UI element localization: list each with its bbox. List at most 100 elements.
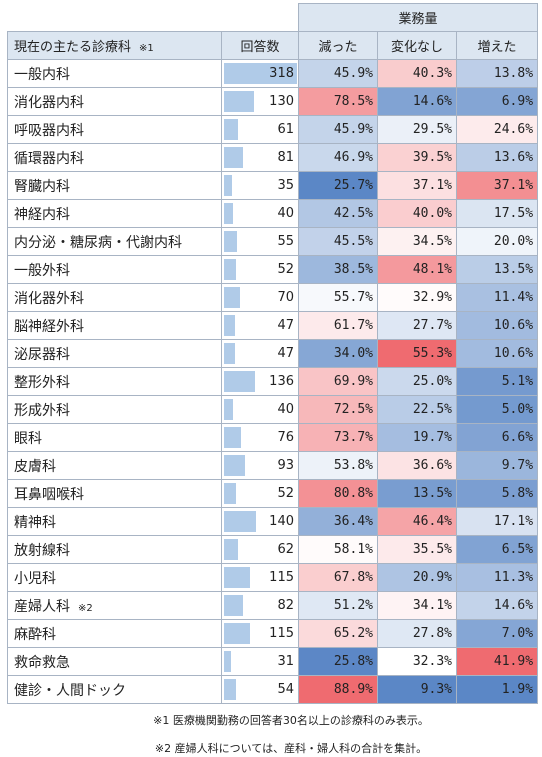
responses-cell: 52 <box>221 479 299 508</box>
dept-cell: 循環器内科 <box>7 143 222 172</box>
decreased-cell: 72.5% <box>298 395 378 424</box>
responses-bar <box>224 651 232 672</box>
dept-name: 一般外科 <box>14 262 70 279</box>
responses-value: 70 <box>277 290 294 305</box>
responses-bar <box>224 595 243 616</box>
responses-bar <box>224 231 237 252</box>
table-body: 一般内科 318 45.9% 40.3% 13.8% 消化器内科 130 78.5% 14.6%… <box>7 59 539 704</box>
responses-bar <box>224 119 238 140</box>
responses-value: 31 <box>277 654 294 669</box>
responses-value: 40 <box>277 206 294 221</box>
header-row: 現在の主たる診療科 ※1 回答数 減った 変化なし 増えた <box>7 31 539 60</box>
responses-bar <box>224 623 251 644</box>
dept-cell: 内分泌・糖尿病・代謝内科 <box>7 227 222 256</box>
table-row: 内分泌・糖尿病・代謝内科 55 45.5% 34.5% 20.0% <box>7 227 539 256</box>
responses-bar <box>224 427 242 448</box>
responses-value: 136 <box>269 374 294 389</box>
dept-header-note: ※1 <box>139 43 154 54</box>
table-row: 消化器内科 130 78.5% 14.6% 6.9% <box>7 87 539 116</box>
responses-header: 回答数 <box>221 31 299 60</box>
dept-name: 眼科 <box>14 430 42 447</box>
dept-name: 放射線科 <box>14 542 70 559</box>
increased-cell: 13.8% <box>455 59 539 88</box>
table-row: 呼吸器内科 61 45.9% 29.5% 24.6% <box>7 115 539 144</box>
dept-cell: 麻酔科 <box>7 619 222 648</box>
no-change-cell: 27.7% <box>377 311 457 340</box>
increased-cell: 37.1% <box>455 171 539 200</box>
table-row: 形成外科 40 72.5% 22.5% 5.0% <box>7 395 539 424</box>
no-change-cell: 34.5% <box>377 227 457 256</box>
dept-header: 現在の主たる診療科 ※1 <box>7 31 222 60</box>
responses-cell: 52 <box>221 255 299 284</box>
responses-cell: 70 <box>221 283 299 312</box>
dept-name: 消化器内科 <box>14 94 84 111</box>
dept-cell: 一般内科 <box>7 59 222 88</box>
responses-cell: 318 <box>221 59 299 88</box>
table-row: 一般内科 318 45.9% 40.3% 13.8% <box>7 59 539 88</box>
survey-table: 業務量 現在の主たる診療科 ※1 回答数 減った 変化なし 増えた 一般内科 318… <box>7 3 539 704</box>
footnote-1: ※1 医療機関勤務の回答者30名以上の診療科のみ表示。 <box>153 714 429 727</box>
table-row: 眼科 76 73.7% 19.7% 6.6% <box>7 423 539 452</box>
responses-bar <box>224 91 254 112</box>
decreased-header: 減った <box>298 31 378 60</box>
increased-cell: 1.9% <box>455 675 539 704</box>
no-change-cell: 32.3% <box>377 647 457 676</box>
no-change-cell: 27.8% <box>377 619 457 648</box>
dept-name: 耳鼻咽喉科 <box>14 486 84 503</box>
no-change-cell: 35.5% <box>377 535 457 564</box>
dept-name: 産婦人科 <box>14 598 70 615</box>
responses-bar <box>224 147 243 168</box>
responses-value: 61 <box>277 122 294 137</box>
responses-cell: 40 <box>221 199 299 228</box>
responses-value: 318 <box>269 66 294 81</box>
increased-cell: 10.6% <box>455 339 539 368</box>
increased-cell: 14.6% <box>455 591 539 620</box>
dept-name: 脳神経外科 <box>14 318 84 335</box>
dept-cell: 放射線科 <box>7 535 222 564</box>
responses-value: 81 <box>277 150 294 165</box>
decreased-cell: 51.2% <box>298 591 378 620</box>
increased-cell: 6.6% <box>455 423 539 452</box>
table-row: 救命救急 31 25.8% 32.3% 41.9% <box>7 647 539 676</box>
responses-value: 55 <box>277 234 294 249</box>
dept-name: 精神科 <box>14 514 56 531</box>
increased-cell: 11.3% <box>455 563 539 592</box>
responses-bar <box>224 63 297 84</box>
table-row: 精神科 140 36.4% 46.4% 17.1% <box>7 507 539 536</box>
responses-value: 52 <box>277 262 294 277</box>
table-row: 皮膚科 93 53.8% 36.6% 9.7% <box>7 451 539 480</box>
decreased-cell: 25.8% <box>298 647 378 676</box>
increased-cell: 9.7% <box>455 451 539 480</box>
responses-value: 35 <box>277 178 294 193</box>
dept-cell: 一般外科 <box>7 255 222 284</box>
responses-cell: 136 <box>221 367 299 396</box>
no-change-cell: 13.5% <box>377 479 457 508</box>
responses-value: 47 <box>277 318 294 333</box>
increased-cell: 6.9% <box>455 87 539 116</box>
workload-group-header: 業務量 <box>297 3 539 32</box>
table-row: 健診・人間ドック 54 88.9% 9.3% 1.9% <box>7 675 539 704</box>
responses-bar <box>224 175 233 196</box>
responses-cell: 54 <box>221 675 299 704</box>
decreased-cell: 36.4% <box>298 507 378 536</box>
responses-value: 54 <box>277 682 294 697</box>
no-change-cell: 39.5% <box>377 143 457 172</box>
no-change-cell: 14.6% <box>377 87 457 116</box>
increased-header: 増えた <box>455 31 539 60</box>
decreased-cell: 53.8% <box>298 451 378 480</box>
responses-value: 52 <box>277 486 294 501</box>
responses-bar <box>224 567 251 588</box>
dept-cell: 救命救急 <box>7 647 222 676</box>
no-change-cell: 25.0% <box>377 367 457 396</box>
increased-cell: 13.5% <box>455 255 539 284</box>
decreased-cell: 45.9% <box>298 115 378 144</box>
dept-cell: 精神科 <box>7 507 222 536</box>
table-row: 産婦人科 ※2 82 51.2% 34.1% 14.6% <box>7 591 539 620</box>
dept-cell: 皮膚科 <box>7 451 222 480</box>
decreased-cell: 58.1% <box>298 535 378 564</box>
no-change-cell: 36.6% <box>377 451 457 480</box>
table-row: 放射線科 62 58.1% 35.5% 6.5% <box>7 535 539 564</box>
increased-cell: 11.4% <box>455 283 539 312</box>
responses-value: 47 <box>277 346 294 361</box>
dept-name: 救命救急 <box>14 654 70 671</box>
